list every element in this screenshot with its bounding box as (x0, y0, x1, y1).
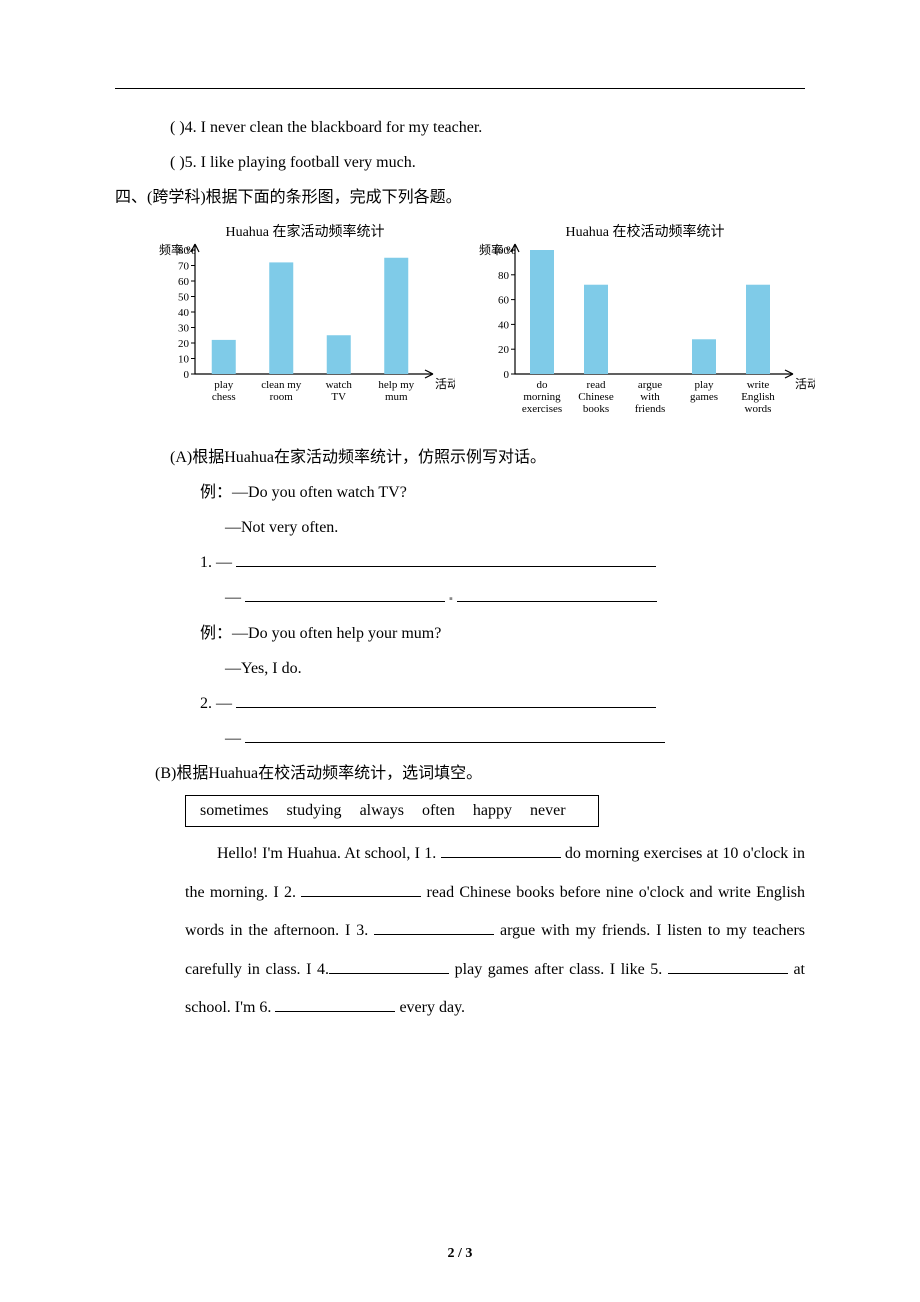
svg-text:0: 0 (504, 369, 510, 381)
svg-text:play: play (695, 379, 714, 391)
blank-6[interactable] (275, 995, 395, 1012)
word-bank-item: often (422, 802, 455, 819)
blank-2[interactable] (301, 880, 421, 897)
svg-text:argue: argue (638, 379, 662, 391)
dash: — (225, 589, 241, 606)
para-text: every day. (395, 999, 465, 1016)
example-a1-answer: —Not very often. (225, 510, 805, 545)
blank-2-a: — (225, 721, 805, 756)
blank-line[interactable] (245, 585, 445, 602)
svg-text:30: 30 (178, 322, 190, 334)
blank-5[interactable] (668, 957, 788, 974)
svg-text:with: with (640, 391, 660, 403)
blank-line[interactable] (236, 691, 656, 708)
blank-3[interactable] (374, 918, 494, 935)
svg-text:活动: 活动 (795, 377, 815, 391)
example-a1: 例：—Do you often watch TV? (200, 475, 805, 510)
word-bank-item: studying (286, 802, 341, 819)
svg-text:20: 20 (178, 338, 190, 350)
svg-text:help my: help my (378, 379, 414, 391)
svg-text:read: read (587, 379, 606, 391)
center-dot: ▪ (449, 593, 453, 605)
charts-row: Huahua 在家活动频率统计频率 %01020304050607080play… (155, 222, 805, 436)
svg-text:80: 80 (178, 245, 190, 257)
svg-text:exercises: exercises (522, 403, 562, 415)
example-a2: 例：—Do you often help your mum? (200, 616, 805, 651)
svg-text:0: 0 (184, 369, 190, 381)
svg-text:write: write (747, 379, 770, 391)
part-b-heading: (B)根据Huahua在校活动频率统计，选词填空。 (155, 756, 805, 791)
svg-text:60: 60 (178, 276, 190, 288)
page: ( )4. I never clean the blackboard for m… (0, 0, 920, 1302)
svg-text:活动: 活动 (435, 377, 455, 391)
svg-text:clean my: clean my (261, 379, 302, 391)
chart-school-activities: Huahua 在校活动频率统计频率 %020406080100domorning… (475, 222, 815, 436)
blank-line[interactable] (457, 585, 657, 602)
example-a2-answer: —Yes, I do. (225, 651, 805, 686)
svg-text:mum: mum (385, 391, 408, 403)
svg-text:watch: watch (326, 379, 353, 391)
svg-text:40: 40 (178, 307, 190, 319)
part-a-heading: (A)根据Huahua在家活动频率统计，仿照示例写对话。 (170, 440, 805, 475)
blank-line[interactable] (236, 550, 656, 567)
word-bank-item: always (360, 802, 404, 819)
svg-text:60: 60 (498, 294, 510, 306)
blank-1-prefix: 1. — (200, 554, 232, 571)
svg-text:play: play (214, 379, 233, 391)
svg-text:friends: friends (635, 403, 666, 415)
svg-text:do: do (537, 379, 549, 391)
blank-line[interactable] (245, 726, 665, 743)
example-label: 例： (200, 484, 232, 501)
svg-text:40: 40 (498, 319, 510, 331)
example-label: 例： (200, 625, 232, 642)
svg-text:books: books (583, 403, 609, 415)
example-a2-q: —Do you often help your mum? (232, 625, 441, 642)
word-bank-item: never (530, 802, 566, 819)
fill-paragraph: Hello! I'm Huahua. At school, I 1. do mo… (185, 835, 805, 1027)
svg-text:English: English (741, 391, 775, 403)
svg-text:Huahua 在家活动频率统计: Huahua 在家活动频率统计 (225, 223, 384, 240)
svg-text:80: 80 (498, 269, 510, 281)
blank-1-q: 1. — (200, 545, 805, 580)
svg-text:100: 100 (493, 245, 510, 257)
svg-text:Huahua 在校活动频率统计: Huahua 在校活动频率统计 (565, 223, 724, 240)
question-4: ( )4. I never clean the blackboard for m… (170, 110, 805, 145)
svg-text:50: 50 (178, 291, 190, 303)
svg-text:20: 20 (498, 344, 510, 356)
chart-home-activities: Huahua 在家活动频率统计频率 %01020304050607080play… (155, 222, 455, 436)
word-bank-item: happy (473, 802, 512, 819)
question-5: ( )5. I like playing football very much. (170, 145, 805, 180)
svg-text:10: 10 (178, 353, 190, 365)
blank-2-prefix: 2. — (200, 695, 232, 712)
svg-text:games: games (690, 391, 718, 403)
svg-text:room: room (270, 391, 294, 403)
svg-text:TV: TV (331, 391, 346, 403)
para-text: play games after class. I like 5. (449, 961, 668, 978)
blank-4[interactable] (329, 957, 449, 974)
example-a1-q: —Do you often watch TV? (232, 484, 407, 501)
blank-1[interactable] (441, 841, 561, 858)
svg-text:morning: morning (523, 391, 561, 403)
page-number: 2 / 3 (0, 1246, 920, 1262)
svg-text:chess: chess (212, 391, 236, 403)
header-rule (115, 88, 805, 89)
svg-text:70: 70 (178, 260, 190, 272)
section-4-heading: 四、(跨学科)根据下面的条形图，完成下列各题。 (115, 180, 805, 215)
word-bank-box: sometimes studying always often happy never (185, 795, 599, 827)
para-text: Hello! I'm Huahua. At school, I 1. (217, 845, 441, 862)
svg-text:words: words (745, 403, 772, 415)
blank-1-a: — ▪ (225, 580, 805, 615)
word-bank-item: sometimes (200, 802, 268, 819)
blank-2-q: 2. — (200, 686, 805, 721)
svg-text:Chinese: Chinese (578, 391, 614, 403)
dash: — (225, 730, 241, 747)
